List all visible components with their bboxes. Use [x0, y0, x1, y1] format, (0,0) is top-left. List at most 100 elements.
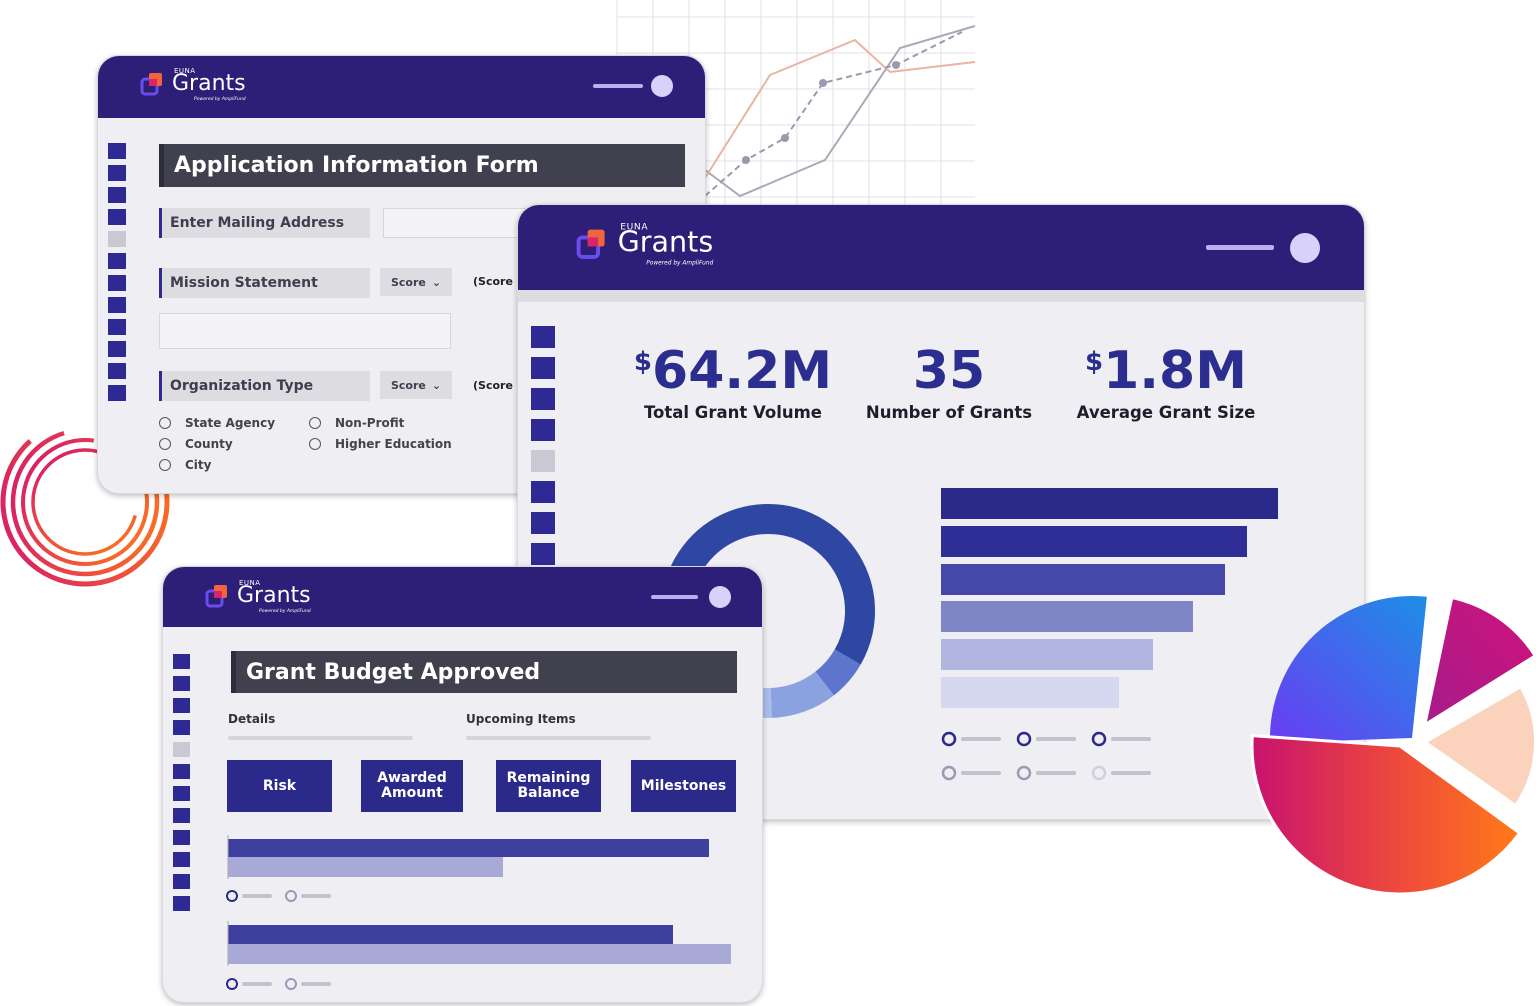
sidebar-item: [108, 319, 126, 335]
budget-title: Grant Budget Approved: [231, 651, 737, 693]
trend-line: [704, 38, 976, 179]
stat-label: Number of Grants: [865, 403, 1033, 422]
section-rule: [466, 736, 651, 740]
logo-icon: [140, 73, 162, 96]
legend-line: [242, 894, 272, 898]
action-button[interactable]: Remaining Balance: [496, 760, 601, 812]
sidebar-item: [108, 275, 126, 291]
score-select[interactable]: Score ⌄: [380, 371, 452, 399]
trend-line: [704, 31, 963, 197]
score-note: (Score 1: [473, 379, 525, 392]
score-note: (Score 1: [473, 275, 525, 288]
section-rule: [228, 736, 413, 740]
sidebar-item: [173, 698, 190, 713]
field-label: Enter Mailing Address: [159, 208, 370, 238]
sidebar-item: [531, 543, 555, 565]
sidebar-item: [173, 720, 190, 735]
trend-point: [781, 134, 789, 142]
trend-point: [819, 79, 827, 87]
logo: EUNA Grants Powered by AmpliFund: [140, 67, 246, 102]
amount: 1.8M: [1103, 341, 1247, 401]
window-header: EUNA Grants Powered by AmpliFund: [163, 567, 762, 627]
legend-dot: [226, 890, 238, 902]
radio-option[interactable]: County: [159, 437, 233, 451]
action-button[interactable]: Milestones: [631, 760, 736, 812]
text-area[interactable]: [159, 313, 451, 349]
avatar[interactable]: [651, 75, 673, 97]
stat: $64.2M Total Grant Volume: [623, 345, 843, 422]
radio-option[interactable]: State Agency: [159, 416, 275, 430]
sidebar-item: [531, 419, 555, 441]
trend-point: [892, 61, 900, 69]
radio-option[interactable]: Non-Profit: [309, 416, 404, 430]
amount: 35: [912, 341, 986, 401]
action-button[interactable]: Risk: [227, 760, 332, 812]
bar: [941, 677, 1119, 708]
chevron: ⌄: [431, 275, 442, 289]
menu-line[interactable]: [651, 595, 698, 599]
bar: [228, 839, 709, 857]
legend-dot: [1091, 731, 1107, 747]
sidebar-item: [531, 326, 555, 348]
bar: [941, 639, 1153, 670]
sidebar-item: [108, 143, 126, 159]
bar: [941, 488, 1278, 519]
radio-option[interactable]: City: [159, 458, 211, 472]
bar: [228, 857, 503, 877]
legend-dot: [285, 890, 297, 902]
logo-text: EUNA Grants Powered by AmpliFund: [237, 579, 311, 614]
company: EUNA: [174, 67, 196, 75]
bar: [228, 944, 731, 964]
sidebar-item: [108, 231, 126, 247]
menu-line[interactable]: [593, 84, 643, 88]
avatar[interactable]: [709, 586, 731, 608]
sidebar-item: [173, 852, 190, 867]
score-select[interactable]: Score ⌄: [380, 268, 452, 296]
window-header: EUNA Grants Powered by AmpliFund: [518, 205, 1364, 290]
logo-text: EUNA Grants Powered by AmpliFund: [618, 222, 714, 267]
window-header: EUNA Grants Powered by AmpliFund: [98, 56, 705, 118]
avatar[interactable]: [1290, 233, 1320, 263]
logo: EUNA Grants Powered by AmpliFund: [576, 222, 714, 267]
sidebar-item: [173, 742, 190, 757]
sidebar-item: [108, 297, 126, 313]
dashboard-window: EUNA Grants Powered by AmpliFund $64.2M T…: [517, 204, 1365, 820]
sidebar-item: [531, 481, 555, 503]
sidebar-item: [173, 676, 190, 691]
sidebar-item: [173, 874, 190, 889]
currency: $: [633, 347, 653, 377]
amount: 64.2M: [652, 341, 833, 401]
legend-line: [242, 982, 272, 986]
stat: $1.8M Average Grant Size: [1056, 345, 1276, 422]
action-button[interactable]: Awarded Amount: [361, 760, 463, 812]
sidebar-item: [173, 896, 190, 911]
sidebar-item: [108, 341, 126, 357]
sidebar-item: [108, 209, 126, 225]
field-label: Organization Type: [159, 371, 370, 401]
legend-dot: [1016, 731, 1032, 747]
sidebar-item: [173, 654, 190, 669]
sidebar-item: [531, 450, 555, 472]
subheader: [518, 290, 1364, 302]
stat: 35 Number of Grants: [839, 345, 1059, 422]
sidebar-item: [173, 808, 190, 823]
section-label: Upcoming Items: [466, 712, 576, 726]
logo-text: EUNA Grants Powered by AmpliFund: [172, 67, 246, 102]
logo-icon: [576, 229, 605, 259]
legend-line: [301, 894, 331, 898]
sidebar-item: [108, 187, 126, 203]
sidebar-item: [531, 357, 555, 379]
option-text: Higher Education: [335, 437, 452, 451]
legend-line: [1036, 771, 1076, 775]
legend-line: [1111, 771, 1151, 775]
legend-dot: [1091, 765, 1107, 781]
legend-dot: [941, 731, 957, 747]
trend-line: [704, 25, 976, 198]
legend-line: [1036, 737, 1076, 741]
bar: [941, 564, 1225, 595]
menu-line[interactable]: [1206, 245, 1274, 250]
tagline: Powered by AmpliFund: [259, 609, 311, 614]
currency: $: [1085, 347, 1104, 377]
radio-option[interactable]: Higher Education: [309, 437, 452, 451]
